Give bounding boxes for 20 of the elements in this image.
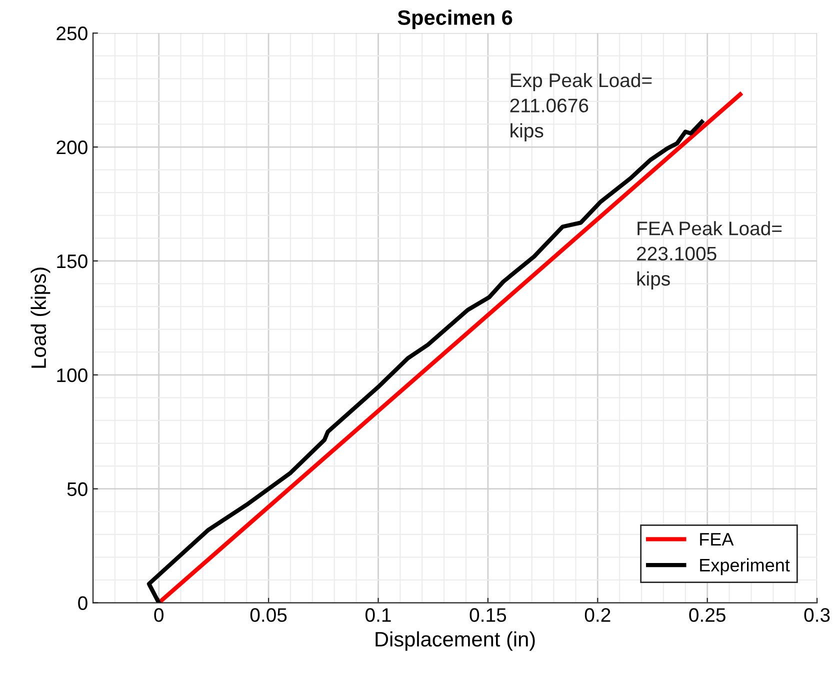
- legend-label: FEA: [700, 533, 734, 546]
- chart-title: Specimen 6: [398, 10, 512, 30]
- x-tick-label: 0.3: [804, 608, 830, 622]
- y-tick-label: 250: [56, 26, 88, 40]
- x-tick-label: 0.1: [365, 608, 391, 622]
- x-tick-label: 0.15: [470, 608, 506, 622]
- x-tick-label: 0: [154, 608, 164, 622]
- legend-label: Experiment: [700, 558, 790, 576]
- y-axis-title: Load (kips): [30, 268, 50, 368]
- y-tick-label: 200: [56, 140, 88, 154]
- y-tick-label: 150: [57, 254, 88, 268]
- annotation: Exp Peak Load= 211.0676 kips: [510, 72, 652, 142]
- y-tick-label: 0: [78, 596, 88, 610]
- y-tick-label: 50: [67, 482, 88, 496]
- annotation: FEA Peak Load= 223.1005 kips: [637, 221, 782, 290]
- x-tick-label: 0.05: [250, 608, 287, 622]
- y-tick-label: 100: [57, 368, 88, 382]
- x-axis-title: Displacement (in): [376, 631, 535, 651]
- x-tick-label: 0.25: [689, 608, 726, 622]
- x-tick-label: 0.2: [584, 608, 610, 622]
